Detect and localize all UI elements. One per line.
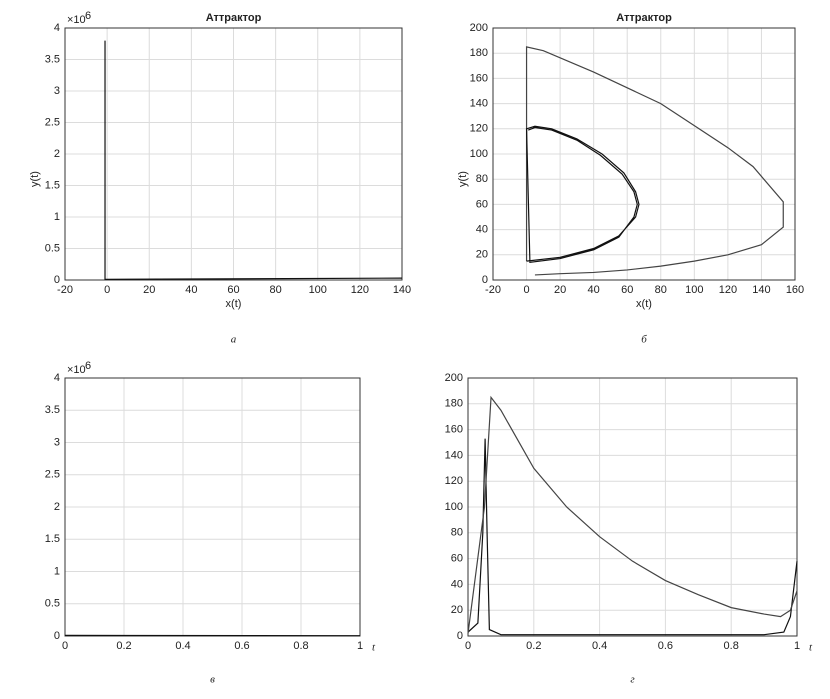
x-axis-label: x(t) (226, 298, 242, 310)
plot-frame (492, 27, 796, 281)
y-tick-label: 120 (445, 475, 463, 487)
x-tick-label: 140 (393, 284, 411, 296)
x-axis-label: t (372, 642, 376, 654)
panel-caption: в (210, 674, 215, 686)
chart-title: Аттрактор (206, 12, 262, 24)
data-line (525, 46, 784, 276)
y-tick-label: 0 (457, 630, 463, 642)
y-tick-label: 1 (54, 565, 60, 577)
y-tick-label: 140 (470, 98, 488, 110)
y-tick-label: 2.5 (45, 116, 60, 128)
y-tick-label: 0 (482, 274, 488, 286)
x-tick-label: 120 (351, 284, 369, 296)
x-tick-label: 60 (227, 284, 239, 296)
x-axis-label: x(t) (636, 298, 652, 310)
y-tick-label: 3 (54, 85, 60, 97)
y-tick-label: 20 (451, 604, 463, 616)
y-tick-label: 120 (470, 123, 488, 135)
y-tick-label: 2 (54, 148, 60, 160)
y-tick-label: 2.5 (45, 469, 60, 481)
y-tick-label: 20 (476, 249, 488, 261)
y-tick-label: 2 (54, 501, 60, 513)
x-tick-label: -20 (57, 284, 73, 296)
x-tick-label: 0.6 (234, 640, 249, 652)
x-tick-label: 100 (685, 284, 703, 296)
x-tick-label: 1 (794, 640, 800, 652)
panel-caption: а (231, 334, 237, 346)
x-tick-label: 20 (143, 284, 155, 296)
y-tick-label: 40 (451, 578, 463, 590)
x-tick-label: 0.8 (293, 640, 308, 652)
y-tick-label: 180 (470, 47, 488, 59)
y-tick-label: 0 (54, 274, 60, 286)
x-tick-label: 100 (309, 284, 327, 296)
y-tick-label: 4 (54, 22, 60, 34)
plot-frame (64, 27, 403, 281)
x-tick-label: 120 (719, 284, 737, 296)
x-tick-label: 0.4 (175, 640, 190, 652)
x-tick-label: 0.2 (526, 640, 541, 652)
panel-caption: б (641, 334, 647, 346)
x-tick-label: 1 (357, 640, 363, 652)
y-tick-label: 1 (54, 211, 60, 223)
data-line (525, 125, 640, 264)
y-tick-label: 60 (451, 553, 463, 565)
x-tick-label: 80 (270, 284, 282, 296)
x-tick-label: 0 (465, 640, 471, 652)
x-tick-label: 160 (786, 284, 804, 296)
y-tick-label: 180 (445, 398, 463, 410)
x-axis-label: t (809, 642, 813, 654)
y-tick-label: 0 (54, 630, 60, 642)
y-axis-label: y(t) (29, 171, 41, 187)
data-line (467, 438, 798, 636)
y-tick-label: 1.5 (45, 179, 60, 191)
y-tick-label: 0.5 (45, 598, 60, 610)
y-tick-label: 4 (54, 372, 60, 384)
x-tick-label: 0 (523, 284, 529, 296)
chart-title: Аттрактор (616, 12, 672, 24)
y-tick-label: 160 (445, 424, 463, 436)
x-tick-label: -20 (485, 284, 501, 296)
y-tick-label: 100 (470, 148, 488, 160)
x-tick-label: 0 (62, 640, 68, 652)
y-tick-label: 80 (476, 173, 488, 185)
x-tick-label: 60 (621, 284, 633, 296)
y-tick-label: 40 (476, 224, 488, 236)
y-tick-label: 100 (445, 501, 463, 513)
y-tick-label: 3.5 (45, 53, 60, 65)
y-multiplier-exp: 6 (85, 360, 91, 372)
y-tick-label: 80 (451, 527, 463, 539)
data-line (467, 395, 798, 634)
panel-caption: г (630, 674, 635, 686)
x-tick-label: 40 (588, 284, 600, 296)
x-tick-label: 0 (104, 284, 110, 296)
x-tick-label: 140 (752, 284, 770, 296)
x-tick-label: 20 (554, 284, 566, 296)
y-tick-label: 60 (476, 198, 488, 210)
x-tick-label: 40 (185, 284, 197, 296)
y-tick-label: 200 (470, 22, 488, 34)
plot-frame (467, 377, 798, 637)
data-line (104, 40, 403, 280)
y-tick-label: 0.5 (45, 242, 60, 254)
x-tick-label: 0.8 (724, 640, 739, 652)
x-tick-label: 80 (655, 284, 667, 296)
y-tick-label: 1.5 (45, 533, 60, 545)
y-tick-label: 140 (445, 449, 463, 461)
y-tick-label: 3 (54, 436, 60, 448)
y-tick-label: 200 (445, 372, 463, 384)
x-tick-label: 0.4 (592, 640, 607, 652)
y-multiplier: ×10 (67, 14, 86, 26)
y-axis-label: y(t) (457, 171, 469, 187)
y-tick-label: 3.5 (45, 404, 60, 416)
y-multiplier: ×10 (67, 364, 86, 376)
y-tick-label: 160 (470, 72, 488, 84)
y-multiplier-exp: 6 (85, 10, 91, 22)
x-tick-label: 0.6 (658, 640, 673, 652)
x-tick-label: 0.2 (116, 640, 131, 652)
